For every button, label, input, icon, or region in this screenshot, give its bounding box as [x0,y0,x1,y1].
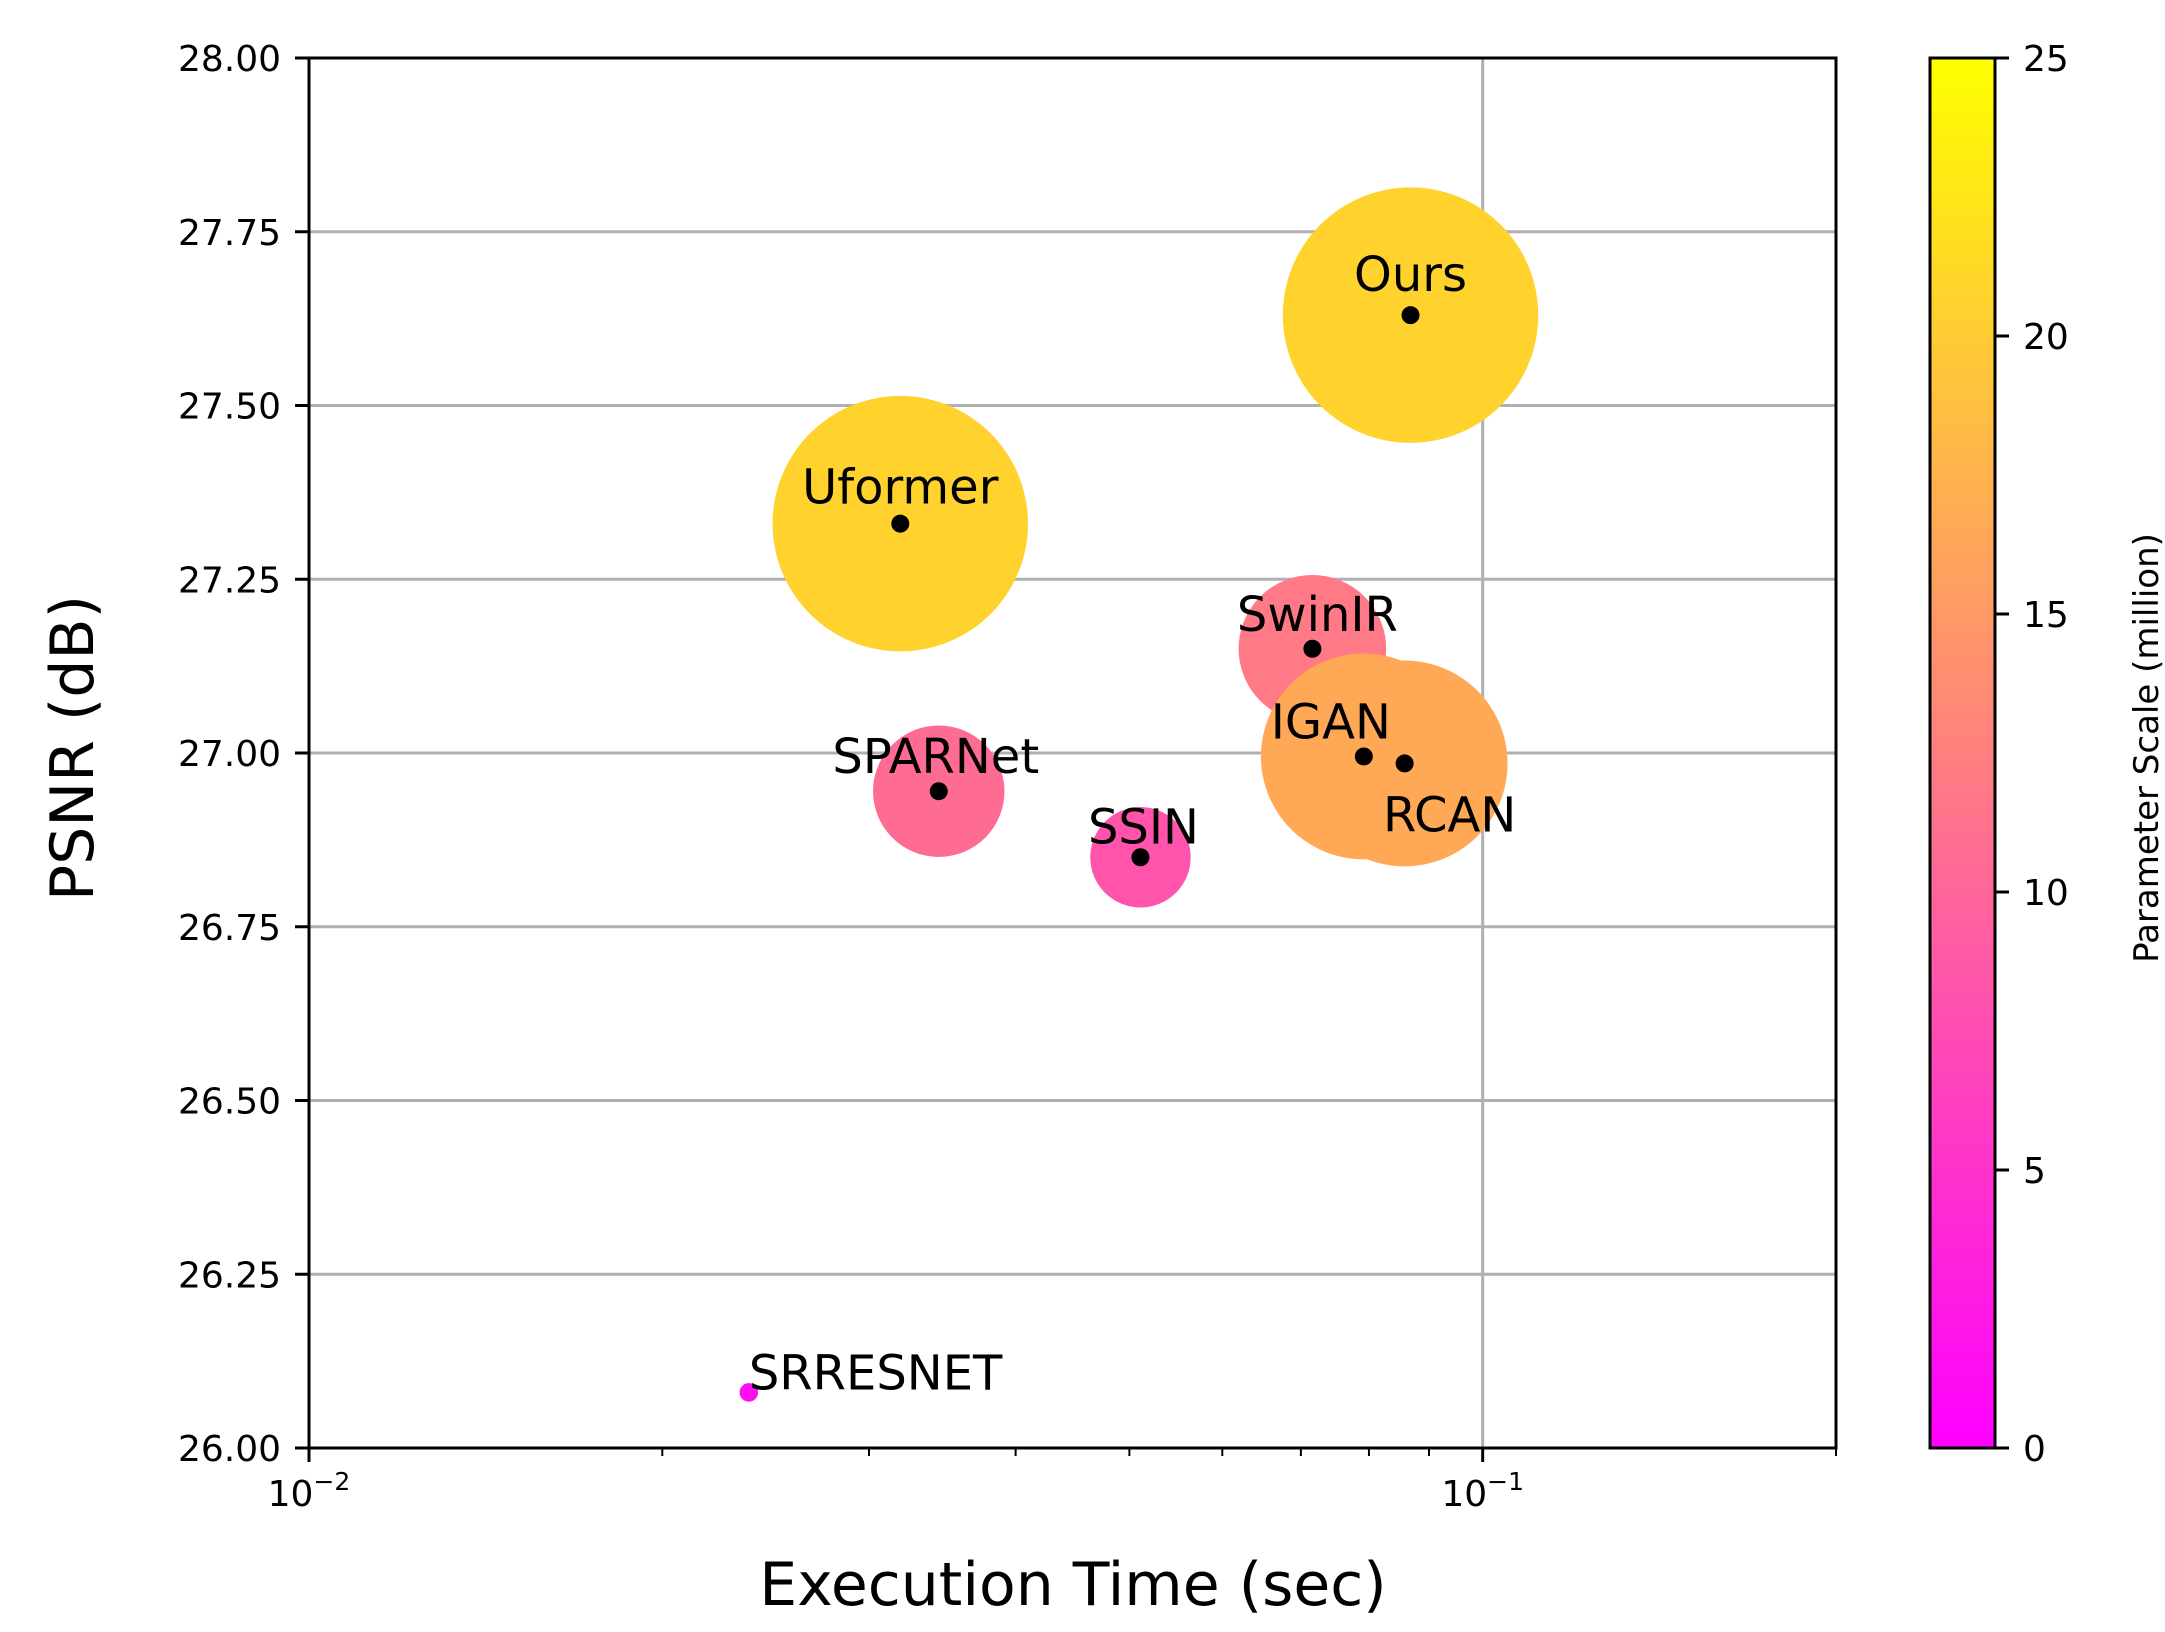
marker-swinir [1303,639,1322,658]
x-tick-label: 10−1 [1441,1467,1524,1515]
marker-ours [1401,306,1420,325]
x-axis: 10−2 10−1 [268,1448,1837,1515]
colorbar-tick-label: 15 [2023,595,2069,636]
label-igan: IGAN [1271,694,1391,750]
y-axis: 26.00 26.25 26.50 26.75 27.00 27.25 27.50 27.75… [178,39,309,1470]
y-axis-title: PSNR (dB) [38,595,108,901]
marker-sparnet [929,782,948,801]
colorbar: 0 5 10 15 20 25 [1928,39,2069,1470]
markers [744,306,1420,1397]
marker-rcan [1395,754,1414,773]
marker-uformer [891,514,910,533]
grid [309,58,1836,1448]
y-tick-label: 26.00 [178,1429,281,1470]
colorbar-tick-label: 20 [2023,317,2069,358]
label-ssin: SSIN [1088,799,1199,855]
y-tick-label: 27.25 [178,560,281,601]
label-sparnet: SPARNet [832,729,1039,785]
y-tick-label: 28.00 [178,39,281,80]
colorbar-tick-label: 10 [2023,873,2069,914]
label-uformer: Uformer [802,460,999,516]
marker-srresnet [744,1388,753,1397]
marker-igan [1354,747,1373,766]
marker-ssin [1131,848,1150,867]
colorbar-tick-label: 5 [2023,1151,2046,1192]
x-axis-title: Execution Time (sec) [759,1550,1386,1620]
label-rcan: RCAN [1383,787,1516,843]
label-swinir: SwinIR [1237,587,1398,643]
colorbar-tick-label: 0 [2023,1429,2046,1470]
y-tick-label: 27.00 [178,734,281,775]
y-tick-label: 26.25 [178,1255,281,1296]
point-labels: SRRESNET Uformer SPARNet SSIN SwinIR IGAN RCAN… [749,247,1516,1401]
y-tick-label: 27.50 [178,387,281,428]
colorbar-title: Parameter Scale (million) [2127,533,2165,963]
y-tick-label: 26.75 [178,908,281,949]
y-tick-label: 27.75 [178,213,281,254]
x-tick-label: 10−2 [268,1467,351,1515]
label-ours: Ours [1354,247,1467,303]
y-tick-label: 26.50 [178,1082,281,1123]
colorbar-tick-label: 25 [2023,39,2069,80]
colorbar-gradient [1928,56,1997,1450]
label-srresnet: SRRESNET [749,1345,1003,1401]
